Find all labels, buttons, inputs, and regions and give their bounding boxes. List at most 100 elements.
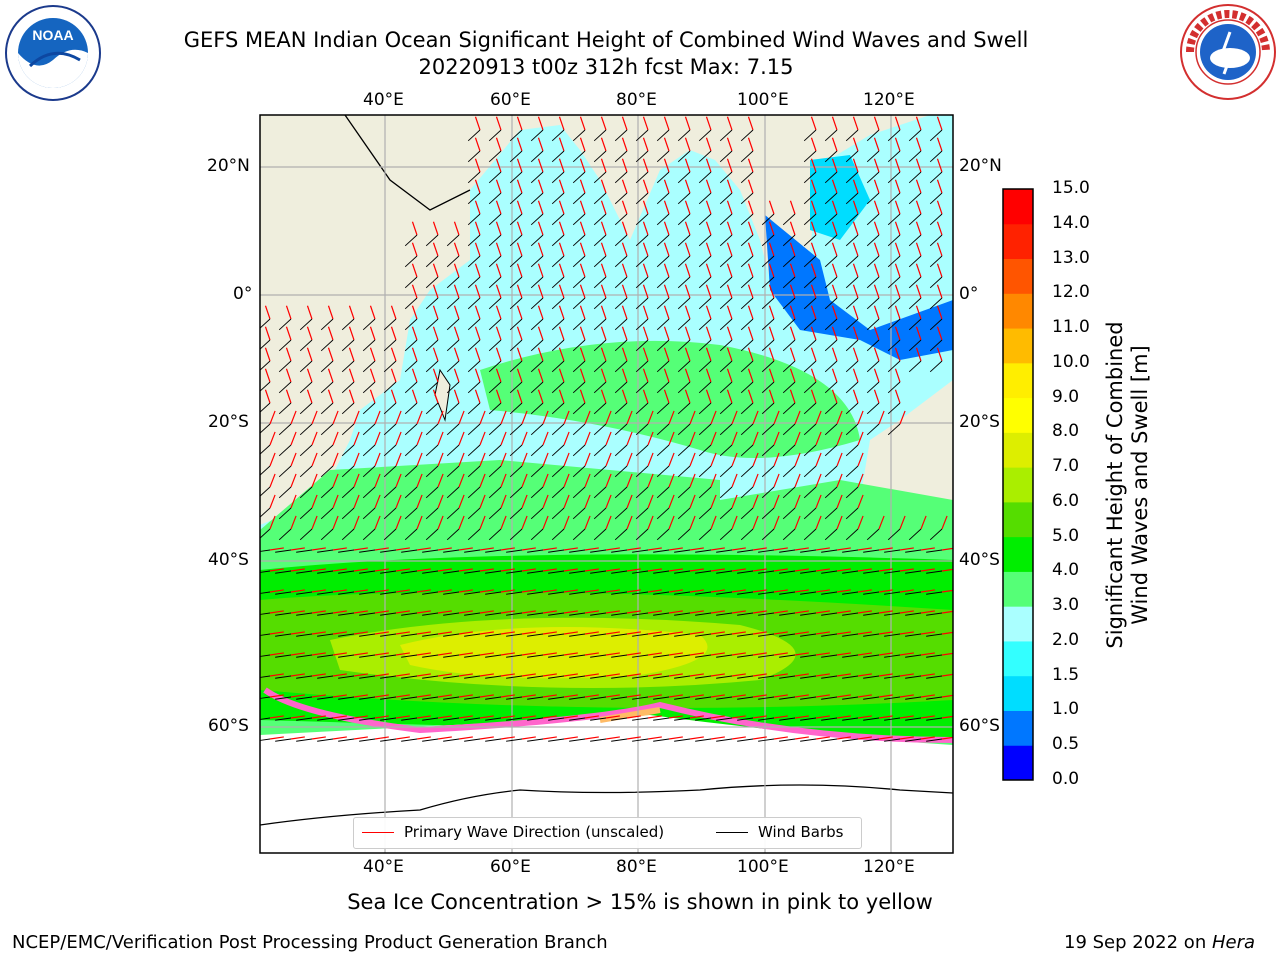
wave-arrow	[605, 431, 612, 446]
wave-arrow	[269, 515, 276, 530]
wind-barb	[551, 381, 565, 394]
wave-arrow	[353, 547, 368, 551]
wind-barb	[803, 507, 817, 520]
wind-barb	[404, 528, 418, 541]
wave-arrow	[663, 305, 670, 320]
wind-barb	[614, 507, 628, 520]
wind-barb	[611, 633, 628, 637]
wave-arrow	[689, 473, 696, 488]
wave-arrow	[458, 610, 473, 614]
wind-barb	[716, 633, 733, 637]
wind-barb	[803, 276, 817, 289]
wave-arrow	[605, 673, 620, 677]
wind-barb	[425, 318, 439, 331]
wave-arrow	[348, 368, 355, 383]
wind-barb	[863, 633, 880, 637]
wind-barb	[317, 570, 334, 574]
wave-arrow	[332, 631, 347, 635]
wave-arrow	[285, 305, 292, 320]
wave-arrow	[285, 368, 292, 383]
wave-arrow	[353, 694, 368, 698]
wind-barb	[740, 213, 754, 226]
wave-arrow	[747, 326, 754, 341]
wave-arrow	[920, 515, 927, 530]
wave-arrow	[500, 473, 507, 488]
wave-arrow	[726, 347, 733, 362]
wind-barb	[362, 528, 376, 541]
wave-arrow	[857, 736, 872, 740]
wind-barb	[338, 591, 355, 595]
colorbar-tick: 9.0	[1052, 386, 1080, 407]
wave-arrow	[353, 652, 368, 656]
wind-barb	[884, 633, 901, 637]
wind-barb	[404, 360, 418, 373]
wind-barb	[299, 402, 313, 415]
wind-barb	[527, 675, 544, 679]
wave-arrow	[789, 221, 796, 236]
wave-arrow	[458, 736, 473, 740]
lon-tick-top-60e: 60°E	[490, 90, 531, 110]
wave-arrow	[605, 736, 620, 740]
wave-arrow	[731, 515, 738, 530]
wind-barb	[908, 360, 922, 373]
wind-barb	[446, 276, 460, 289]
wave-arrow	[306, 368, 313, 383]
wave-arrow	[563, 589, 578, 593]
wave-arrow	[563, 568, 578, 572]
wind-barb	[446, 318, 460, 331]
wind-barb	[509, 444, 523, 457]
wave-arrow	[353, 410, 360, 425]
wind-barb	[887, 234, 901, 247]
wind-barb	[632, 549, 649, 553]
wind-barb	[740, 486, 754, 499]
wave-arrow	[290, 736, 305, 740]
colorbar-tick: 1.0	[1052, 699, 1080, 720]
wave-arrow	[894, 158, 901, 173]
wind-barb	[467, 507, 481, 520]
wind-barb	[845, 381, 859, 394]
wave-arrow	[647, 568, 662, 572]
wave-arrow	[852, 389, 859, 404]
wind-barb	[656, 234, 670, 247]
wave-arrow	[836, 452, 843, 467]
wave-arrow	[647, 715, 662, 719]
wave-arrow	[584, 715, 599, 719]
wave-arrow	[374, 452, 381, 467]
wave-arrow	[521, 568, 536, 572]
wave-arrow	[915, 116, 922, 131]
wave-arrow	[348, 389, 355, 404]
wave-arrow	[458, 410, 465, 425]
wave-arrow	[311, 494, 318, 509]
wave-arrow	[563, 473, 570, 488]
wave-arrow	[395, 431, 402, 446]
wave-arrow	[327, 347, 334, 362]
wave-arrow	[768, 242, 775, 257]
wave-arrow	[894, 200, 901, 215]
wave-arrow	[332, 715, 347, 719]
wave-arrow	[747, 158, 754, 173]
wave-arrow	[495, 389, 502, 404]
wind-barb	[380, 549, 397, 553]
wind-barb	[422, 717, 439, 721]
wind-barb	[569, 570, 586, 574]
wave-arrow	[684, 158, 691, 173]
colorbar-tick: 3.0	[1052, 595, 1080, 616]
wind-barb	[866, 402, 880, 415]
wave-arrow	[495, 284, 502, 299]
wave-arrow	[537, 284, 544, 299]
wind-barb	[929, 528, 943, 541]
wind-barb	[317, 738, 334, 742]
wave-arrow	[353, 589, 368, 593]
wave-arrow	[794, 452, 801, 467]
wave-arrow	[936, 137, 943, 152]
wind-barb	[782, 297, 796, 310]
wind-barb	[590, 612, 607, 616]
wind-barb	[674, 654, 691, 658]
wave-arrow	[411, 347, 418, 362]
wave-arrow	[332, 610, 347, 614]
wave-arrow	[495, 326, 502, 341]
wave-arrow	[269, 568, 284, 572]
wave-arrow	[768, 347, 775, 362]
wind-barb	[383, 339, 397, 352]
wind-barb	[656, 213, 670, 226]
